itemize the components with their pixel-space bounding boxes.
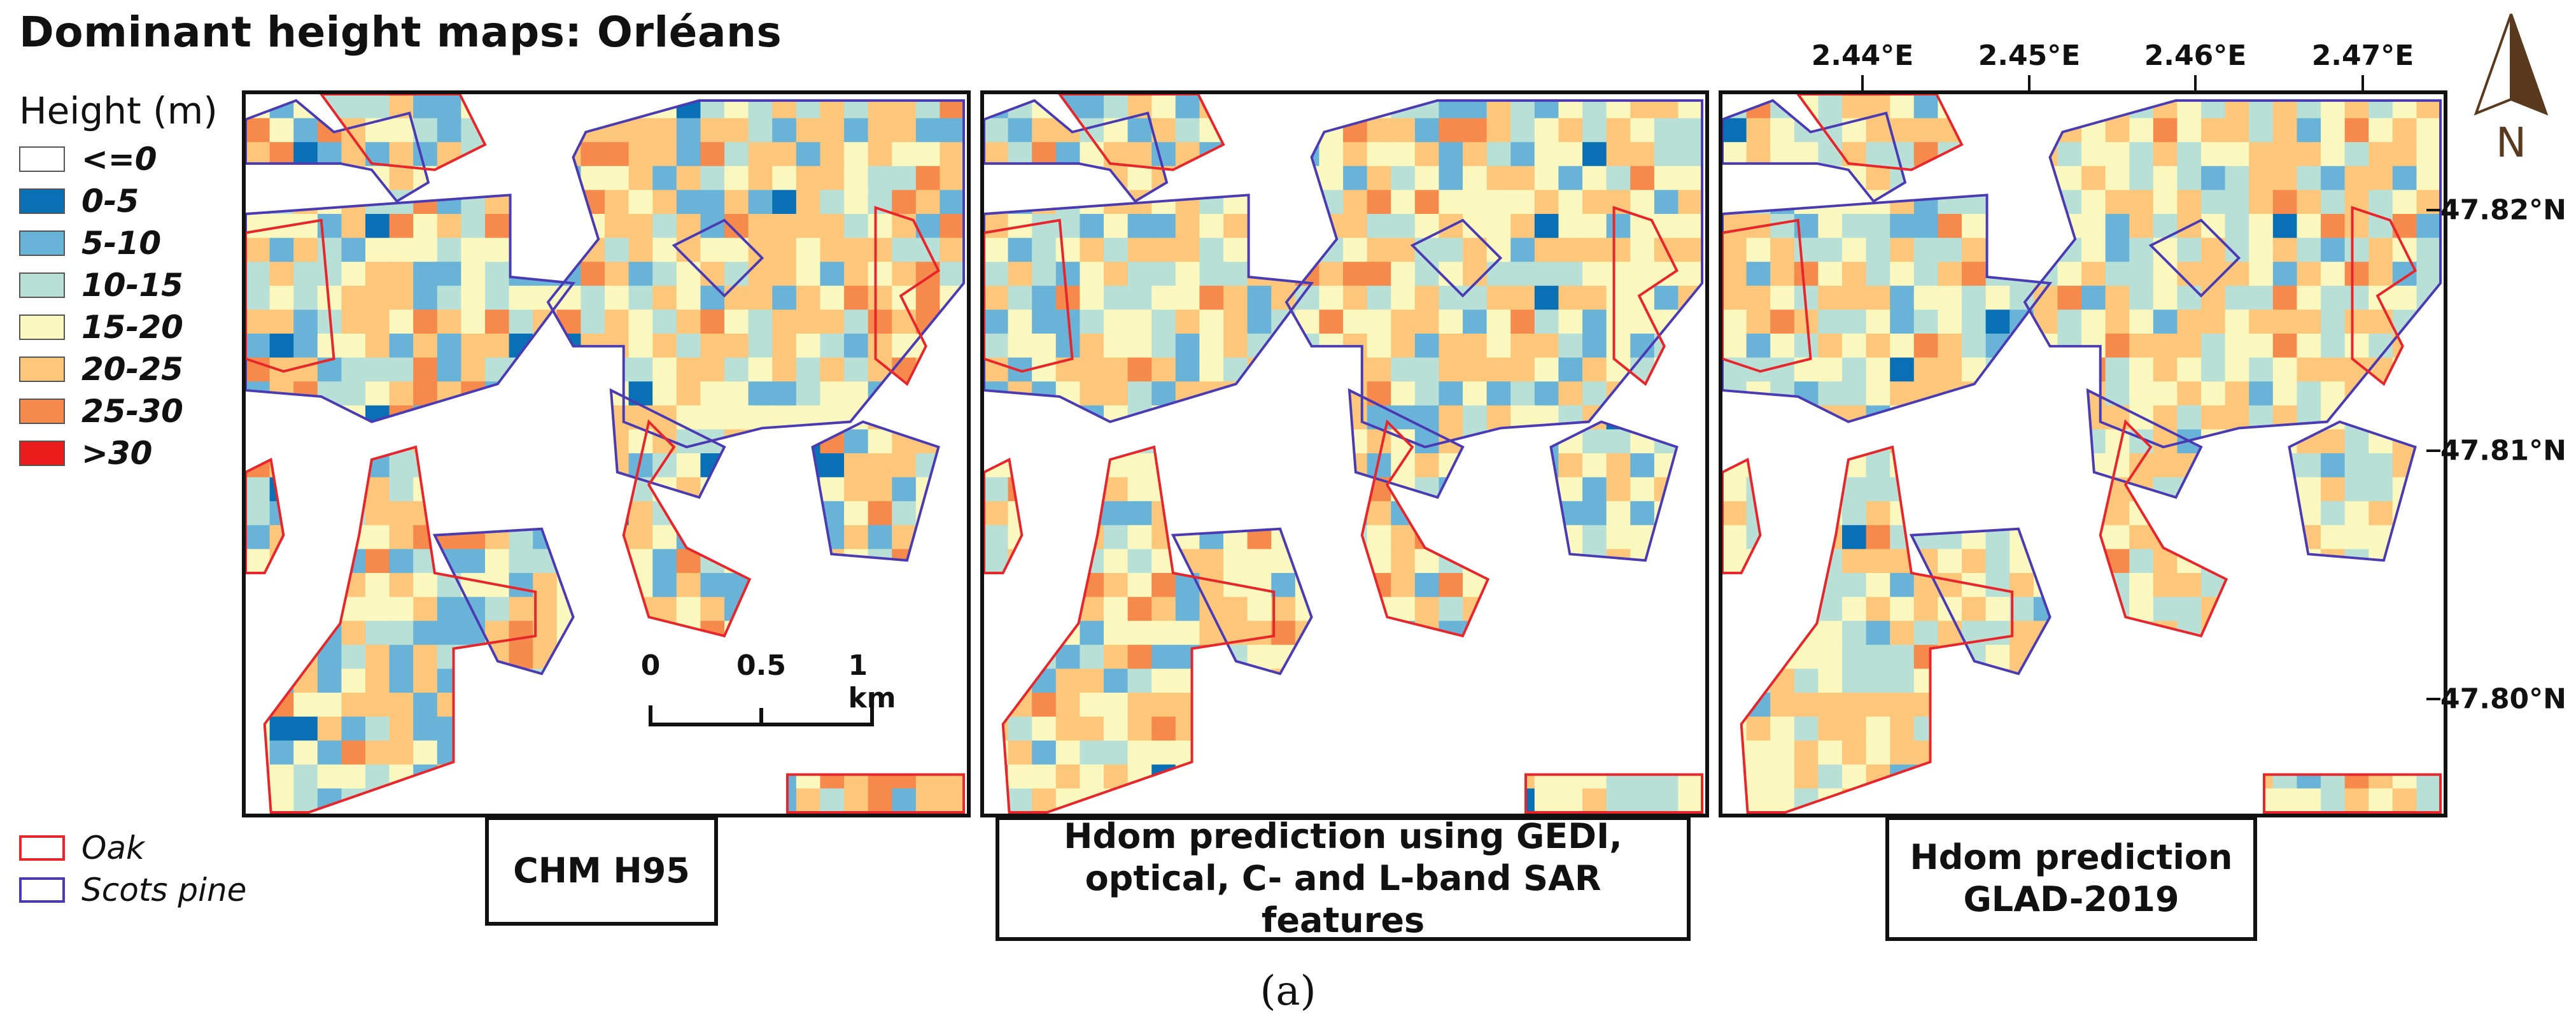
map-panel-glad-2019 bbox=[1719, 90, 2447, 817]
legend-swatch bbox=[19, 399, 65, 424]
longitude-tick-mark bbox=[2194, 75, 2197, 90]
subfigure-label: (a) bbox=[1260, 968, 1316, 1015]
forest-type-label: Scots pine bbox=[81, 872, 247, 908]
legend-item: 15-20 bbox=[19, 309, 183, 346]
caption-chm-h95: CHM H95 bbox=[485, 816, 718, 926]
forest-type-swatch bbox=[19, 835, 65, 861]
legend-item: 5-10 bbox=[19, 225, 161, 262]
legend-swatch bbox=[19, 315, 65, 340]
legend-item: 20-25 bbox=[19, 351, 183, 388]
scale-label: 0.5 bbox=[736, 649, 786, 682]
north-arrow-icon: N bbox=[2474, 13, 2549, 167]
legend-swatch bbox=[19, 272, 65, 298]
legend-swatch bbox=[19, 441, 65, 466]
legend-item: <=0 bbox=[19, 141, 157, 178]
legend-swatch bbox=[19, 230, 65, 256]
caption-line: Hdom prediction using GEDI, bbox=[1064, 816, 1622, 856]
longitude-tick-label: 2.47°E bbox=[2311, 39, 2414, 72]
latitude-tick-label: 47.81°N bbox=[2440, 434, 2566, 467]
caption-line: GLAD-2019 bbox=[1963, 879, 2179, 919]
legend-label: 15-20 bbox=[81, 309, 183, 346]
forest-type-label: Oak bbox=[81, 830, 144, 866]
legend-item: >30 bbox=[19, 435, 152, 472]
caption-gedi-sar-prediction: Hdom prediction using GEDI, optical, C- … bbox=[996, 816, 1691, 941]
longitude-tick-label: 2.44°E bbox=[1811, 39, 1914, 72]
height-raster bbox=[246, 94, 966, 814]
map-panel-chm-h95 bbox=[242, 90, 971, 817]
latitude-tick-mark bbox=[2426, 449, 2440, 452]
height-raster bbox=[984, 94, 1704, 814]
legend-label: <=0 bbox=[81, 141, 157, 178]
caption-line: CHM H95 bbox=[513, 851, 690, 891]
legend-swatch bbox=[19, 188, 65, 214]
legend-title: Height (m) bbox=[19, 89, 218, 132]
latitude-tick-label: 47.80°N bbox=[2440, 682, 2566, 716]
north-label: N bbox=[2496, 120, 2526, 164]
legend-item: 10-15 bbox=[19, 267, 183, 304]
forest-type-item: Oak bbox=[19, 830, 144, 866]
caption-glad-2019: Hdom prediction GLAD-2019 bbox=[1885, 816, 2257, 941]
legend-label: 0-5 bbox=[81, 183, 139, 220]
figure-title: Dominant height maps: Orléans bbox=[19, 8, 782, 57]
longitude-tick-label: 2.46°E bbox=[2144, 39, 2247, 72]
caption-line: optical, C- and L-band SAR features bbox=[1085, 858, 1601, 940]
longitude-tick-mark bbox=[2028, 75, 2031, 90]
legend-item: 25-30 bbox=[19, 393, 183, 430]
forest-type-swatch bbox=[19, 877, 65, 903]
forest-type-item: Scots pine bbox=[19, 872, 246, 908]
legend-label: 25-30 bbox=[81, 393, 183, 430]
caption-line: Hdom prediction bbox=[1910, 837, 2233, 877]
latitude-tick-label: 47.82°N bbox=[2440, 194, 2566, 227]
legend-swatch bbox=[19, 146, 65, 172]
height-raster bbox=[1722, 94, 2442, 814]
map-panel-gedi-sar-prediction bbox=[980, 90, 1709, 817]
scale-label: 0 bbox=[640, 649, 661, 682]
legend-label: >30 bbox=[81, 435, 153, 472]
longitude-tick-label: 2.45°E bbox=[1978, 39, 2081, 72]
legend-label: 5-10 bbox=[81, 225, 162, 262]
latitude-tick-mark bbox=[2426, 698, 2440, 700]
legend-swatch bbox=[19, 357, 65, 382]
scale-bar-graphic bbox=[649, 705, 874, 726]
north-arrow: N bbox=[2463, 11, 2559, 167]
legend-label: 20-25 bbox=[81, 351, 183, 388]
longitude-tick-mark bbox=[1861, 75, 1864, 90]
scale-bar: 0 0.5 1 km bbox=[637, 649, 896, 751]
latitude-tick-mark bbox=[2426, 209, 2440, 211]
longitude-tick-mark bbox=[2361, 75, 2364, 90]
legend-item: 0-5 bbox=[19, 183, 139, 220]
legend-label: 10-15 bbox=[81, 267, 183, 304]
